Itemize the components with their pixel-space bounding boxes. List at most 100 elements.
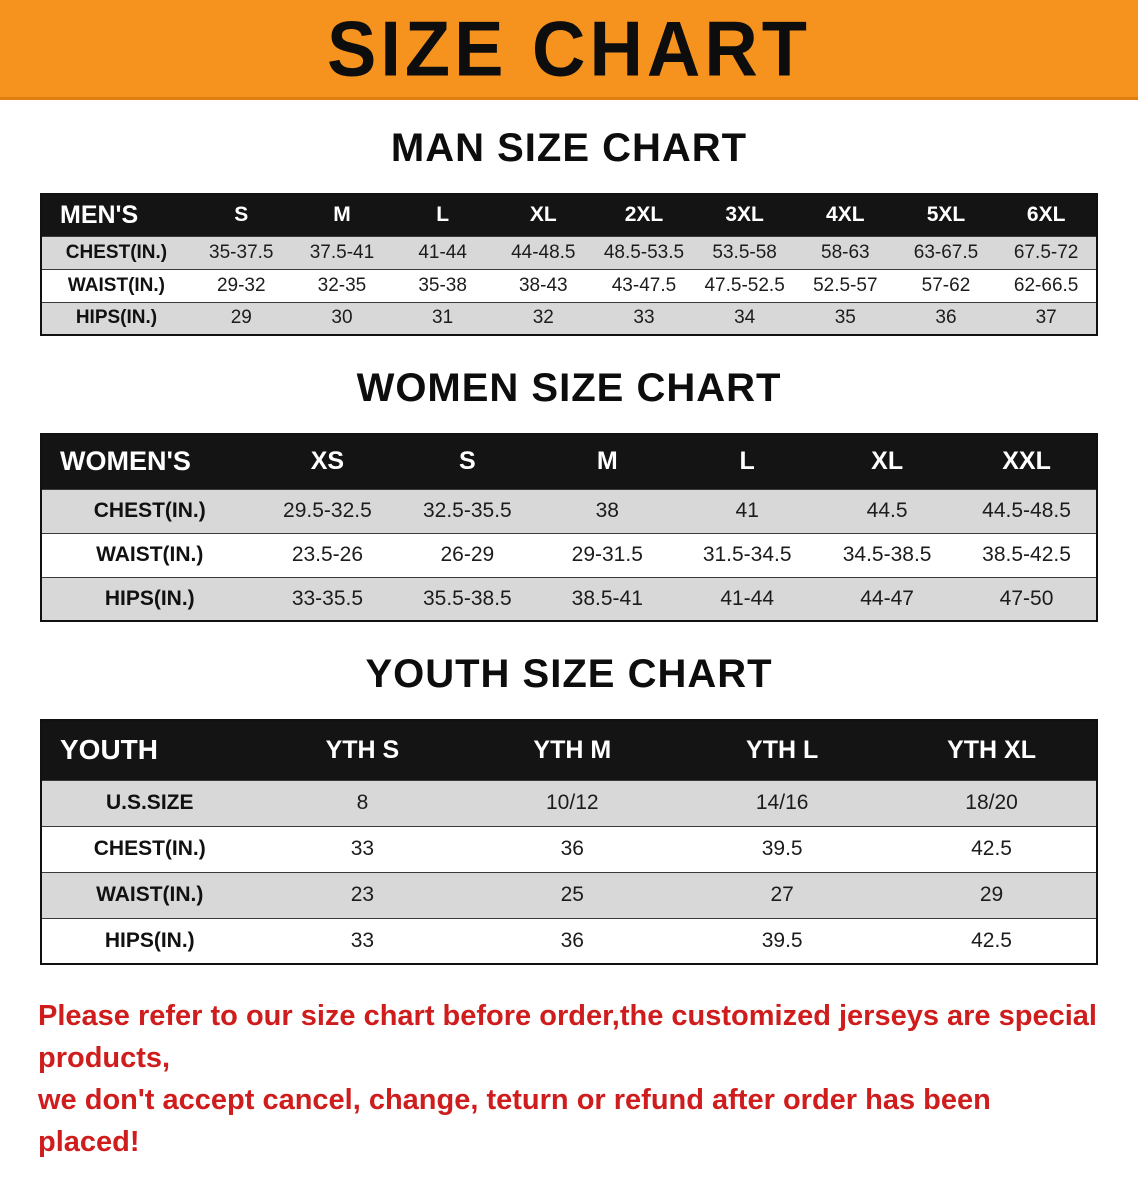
title-banner: SIZE CHART <box>0 0 1138 100</box>
value-cell: 29 <box>887 871 1097 918</box>
value-cell: 44-47 <box>817 576 958 621</box>
size-header-cell: YTH XL <box>887 720 1097 780</box>
value-cell: 27 <box>677 871 888 918</box>
value-cell: 43-47.5 <box>593 268 695 302</box>
row-label-cell: HIPS(IN.) <box>41 301 191 335</box>
value-cell: 29.5-32.5 <box>257 488 398 533</box>
value-cell: 44.5 <box>817 488 958 533</box>
women-size-table: WOMEN'S XS S M L XL XXL CHEST(IN.) 29.5-32.5 32.5… <box>40 433 1098 622</box>
value-cell: 67.5-72 <box>996 235 1097 269</box>
men-section-heading: MAN SIZE CHART <box>390 126 748 170</box>
size-header-cell: L <box>392 194 493 236</box>
table-row: CHEST(IN.) 35-37.5 37.5-41 41-44 44-48.5 48.5… <box>41 235 1097 269</box>
value-cell: 48.5-53.5 <box>593 235 695 269</box>
section-women: WOMEN SIZE CHART WOMEN'S XS S M L XL XXL CHEST(… <box>0 366 1138 622</box>
table-title-cell: MEN'S <box>41 194 191 236</box>
value-cell: 33 <box>257 917 468 964</box>
value-cell: 38-43 <box>492 268 594 302</box>
value-cell: 10/12 <box>467 779 678 826</box>
value-cell: 38 <box>537 488 678 533</box>
value-cell: 41 <box>677 488 818 533</box>
size-header-cell: S <box>397 434 538 489</box>
value-cell: 18/20 <box>887 779 1097 826</box>
value-cell: 32-35 <box>291 268 393 302</box>
value-cell: 47-50 <box>957 576 1097 621</box>
size-header-cell: YTH L <box>677 720 888 780</box>
size-header-cell: YTH M <box>467 720 678 780</box>
value-cell: 32.5-35.5 <box>397 488 538 533</box>
size-header-cell: XS <box>257 434 398 489</box>
page-title: SIZE CHART <box>327 4 811 93</box>
row-label-cell: U.S.SIZE <box>41 779 258 826</box>
value-cell: 39.5 <box>677 917 888 964</box>
value-cell: 35 <box>794 301 896 335</box>
table-row: WAIST(IN.) 23.5-26 26-29 29-31.5 31.5-34.5 34… <box>41 532 1097 577</box>
size-header-cell: YTH S <box>257 720 468 780</box>
value-cell: 32 <box>492 301 594 335</box>
value-cell: 25 <box>467 871 678 918</box>
row-label-cell: WAIST(IN.) <box>41 268 191 302</box>
value-cell: 47.5-52.5 <box>694 268 795 302</box>
value-cell: 35-37.5 <box>190 235 292 269</box>
disclaimer-line-2: we don't accept cancel, change, teturn o… <box>38 1084 991 1159</box>
row-label-cell: CHEST(IN.) <box>41 235 191 269</box>
value-cell: 41-44 <box>677 576 818 621</box>
value-cell: 53.5-58 <box>694 235 795 269</box>
value-cell: 34.5-38.5 <box>817 532 958 577</box>
value-cell: 42.5 <box>887 825 1097 872</box>
value-cell: 44.5-48.5 <box>957 488 1097 533</box>
value-cell: 33 <box>593 301 695 335</box>
size-header-cell: M <box>291 194 393 236</box>
section-men: MAN SIZE CHART MEN'S S M L XL 2XL 3XL 4XL 5XL 6XL… <box>0 126 1138 336</box>
value-cell: 63-67.5 <box>895 235 997 269</box>
table-row: U.S.SIZE 8 10/12 14/16 18/20 <box>41 779 1097 826</box>
value-cell: 36 <box>467 917 678 964</box>
value-cell: 39.5 <box>677 825 888 872</box>
value-cell: 23 <box>257 871 468 918</box>
header-row: MEN'S S M L XL 2XL 3XL 4XL 5XL 6XL <box>41 194 1097 236</box>
size-header-cell: 3XL <box>694 194 795 236</box>
table-row: HIPS(IN.) 33-35.5 35.5-38.5 38.5-41 41-44 44-… <box>41 576 1097 621</box>
value-cell: 52.5-57 <box>794 268 896 302</box>
value-cell: 36 <box>467 825 678 872</box>
value-cell: 37 <box>996 301 1097 335</box>
value-cell: 26-29 <box>397 532 538 577</box>
table-title-cell: WOMEN'S <box>41 434 258 489</box>
row-label-cell: HIPS(IN.) <box>41 576 258 621</box>
value-cell: 36 <box>895 301 997 335</box>
value-cell: 8 <box>257 779 468 826</box>
value-cell: 31.5-34.5 <box>677 532 818 577</box>
row-label-cell: CHEST(IN.) <box>41 825 258 872</box>
value-cell: 29-31.5 <box>537 532 678 577</box>
size-header-cell: XL <box>492 194 594 236</box>
value-cell: 38.5-41 <box>537 576 678 621</box>
table-title-cell: YOUTH <box>41 720 258 780</box>
value-cell: 23.5-26 <box>257 532 398 577</box>
row-label-cell: CHEST(IN.) <box>41 488 258 533</box>
size-header-cell: XL <box>817 434 958 489</box>
table-row: HIPS(IN.) 29 30 31 32 33 34 35 36 37 <box>41 301 1097 335</box>
value-cell: 14/16 <box>677 779 888 826</box>
size-header-cell: 6XL <box>996 194 1097 236</box>
table-row: WAIST(IN.) 29-32 32-35 35-38 38-43 43-47.5 47.… <box>41 268 1097 302</box>
size-header-cell: S <box>190 194 292 236</box>
value-cell: 35-38 <box>392 268 493 302</box>
size-header-cell: M <box>537 434 678 489</box>
value-cell: 30 <box>291 301 393 335</box>
value-cell: 42.5 <box>887 917 1097 964</box>
table-row: HIPS(IN.) 33 36 39.5 42.5 <box>41 917 1097 964</box>
disclaimer-line-1: Please refer to our size chart before or… <box>38 1000 1097 1075</box>
header-row: WOMEN'S XS S M L XL XXL <box>41 434 1097 489</box>
youth-size-table: YOUTH YTH S YTH M YTH L YTH XL U.S.SIZE 8 10/12… <box>40 719 1098 965</box>
row-label-cell: HIPS(IN.) <box>41 917 258 964</box>
table-row: CHEST(IN.) 33 36 39.5 42.5 <box>41 825 1097 872</box>
value-cell: 62-66.5 <box>996 268 1097 302</box>
size-header-cell: 5XL <box>895 194 997 236</box>
value-cell: 35.5-38.5 <box>397 576 538 621</box>
value-cell: 37.5-41 <box>291 235 393 269</box>
value-cell: 57-62 <box>895 268 997 302</box>
value-cell: 38.5-42.5 <box>957 532 1097 577</box>
value-cell: 44-48.5 <box>492 235 594 269</box>
size-header-cell: 2XL <box>593 194 695 236</box>
